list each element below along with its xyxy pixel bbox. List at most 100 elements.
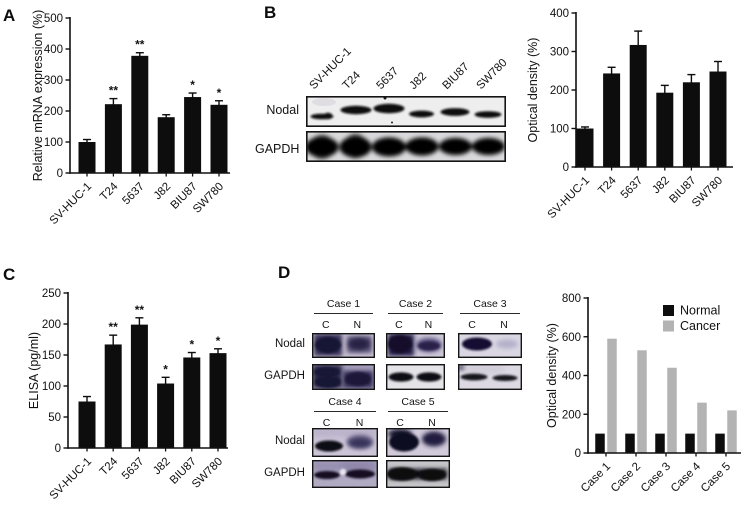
bar <box>595 433 605 453</box>
bar <box>685 433 695 453</box>
panel-d-label: D <box>278 263 291 282</box>
lane-label-n: N <box>355 417 364 429</box>
legend-label: Normal <box>680 304 720 318</box>
case-3-gapdh-bands <box>458 364 522 390</box>
blot-d-row-label-gapdh: GAPDH <box>264 467 305 479</box>
y-tick-label: 100 <box>42 381 61 393</box>
x-category-label: T24 <box>596 174 619 197</box>
panel-c-label: C <box>3 265 16 284</box>
blot-b-lane-label: J82 <box>407 70 430 92</box>
bar <box>656 92 674 167</box>
blot-b-nodal-bands <box>306 96 506 127</box>
case-1-nodal-bands <box>312 333 375 358</box>
bar <box>637 350 647 453</box>
lane-label-c: C <box>322 319 330 331</box>
case-3-nodal-bands <box>458 333 522 358</box>
x-category-label: J82 <box>650 175 672 197</box>
y-tick-label: 150 <box>42 350 61 362</box>
sig-stars: * <box>217 86 222 100</box>
panel-b-bar-chart: SV-HUC-1 T24 5637 J82BIU87SW780010020030040… <box>526 8 733 221</box>
case-1-gapdh-bands <box>312 364 375 390</box>
y-tick-label: 400 <box>550 8 569 20</box>
y-tick-label: 100 <box>44 137 63 149</box>
y-tick-label: 500 <box>44 13 63 25</box>
case-underline <box>314 313 373 315</box>
case-4-gapdh-bands <box>312 460 378 488</box>
bar <box>209 353 227 448</box>
x-category-label: SV-HUC-1 <box>48 181 94 227</box>
case-label: Case 2 <box>398 298 433 310</box>
case-3-blot: Case 3 C N <box>458 290 522 400</box>
case-5-blot: Case 5 C N <box>386 388 450 498</box>
blot-b-lane-label: 5637 <box>374 65 402 92</box>
y-tick-label: 300 <box>44 75 63 87</box>
bar <box>603 73 621 167</box>
legend-label: Cancer <box>680 319 720 333</box>
y-axis-title: Relative mRNA expression (%) <box>31 10 45 182</box>
y-tick-label: 50 <box>48 412 61 424</box>
blot-b-lane-label: BIU87 <box>440 60 472 92</box>
sig-stars: * <box>216 334 221 348</box>
y-tick-label: 300 <box>550 47 569 59</box>
case-underline <box>388 313 443 315</box>
bar <box>210 104 228 173</box>
x-category-label: SV-HUC-1 <box>48 456 94 502</box>
case-2-gapdh-bands <box>386 364 445 390</box>
y-tick-label: 200 <box>562 409 581 421</box>
case-2-nodal-bands <box>386 333 445 358</box>
legend-swatch <box>663 305 674 316</box>
lane-label-c: C <box>396 417 404 429</box>
y-tick-label: 400 <box>562 371 581 383</box>
blot-d-row-label-nodal: Nodal <box>274 338 305 350</box>
bar <box>157 117 175 173</box>
bar <box>157 383 175 448</box>
panel-d-blots: Nodal GAPDH Nodal GAPDH Case 1 C N <box>255 290 535 508</box>
lane-label-c: C <box>322 417 331 429</box>
case-5-nodal-bands <box>386 428 450 457</box>
blot-b-lane-label: SW780 <box>474 56 510 92</box>
y-tick-label: 200 <box>44 106 63 118</box>
blot-d-row-label-gapdh: GAPDH <box>264 370 305 382</box>
x-category-label: 5637 <box>120 456 147 483</box>
y-tick-label: 600 <box>562 332 581 344</box>
y-tick-label: 200 <box>550 85 569 97</box>
sig-stars: ** <box>135 38 145 52</box>
case-label: Case 4 <box>328 396 362 408</box>
bar <box>625 433 635 453</box>
sig-stars: * <box>189 338 194 352</box>
x-category-label: Case 1 <box>579 461 613 495</box>
case-1-blot: Case 1 C N <box>312 290 375 400</box>
sig-stars: ** <box>109 320 119 334</box>
x-category-label: 5637 <box>619 175 646 202</box>
x-category-label: J82 <box>151 456 173 478</box>
bar <box>131 55 149 173</box>
case-2-blot: Case 2 C N <box>386 290 445 400</box>
y-tick-label: 400 <box>44 44 63 56</box>
bar <box>130 324 148 448</box>
bar <box>104 344 122 448</box>
lane-label-n: N <box>500 319 508 331</box>
blot-b-row-label-gapdh: GAPDH <box>255 142 300 156</box>
sig-stars: ** <box>109 84 119 98</box>
sig-stars: ** <box>135 303 145 317</box>
blot-b-row-label-nodal: Nodal <box>266 103 299 117</box>
bar <box>697 402 707 453</box>
bar <box>576 128 594 167</box>
bar <box>629 44 647 167</box>
panel-b-blot: SV-HUC-1 T24 5637 J82 BIU87 SW780 Nodal … <box>255 30 515 170</box>
bar <box>184 97 202 173</box>
case-4-nodal-bands <box>312 428 378 457</box>
x-category-label: Case 2 <box>609 461 643 495</box>
case-underline <box>388 411 448 413</box>
y-tick-label: 200 <box>42 319 61 331</box>
bar <box>715 433 725 453</box>
y-tick-label: 0 <box>55 443 61 455</box>
case-underline <box>314 411 376 413</box>
y-tick-label: 0 <box>57 168 63 180</box>
y-tick-label: 100 <box>550 124 569 136</box>
y-tick-label: 250 <box>42 288 61 300</box>
y-axis-title: Optical density (%) <box>545 323 559 428</box>
lane-label-n: N <box>353 319 362 331</box>
bar <box>183 357 201 448</box>
